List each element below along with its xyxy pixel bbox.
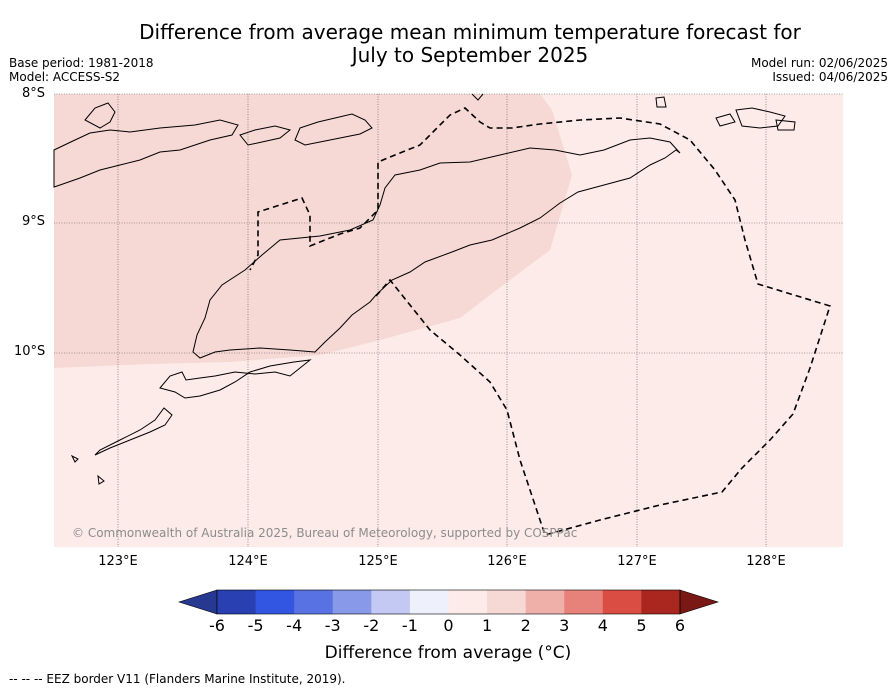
issued-text: Issued: 04/06/2025 [772, 70, 888, 84]
lat-label-9s: 9°S [22, 214, 46, 229]
colorbar-tick-label: -3 [324, 616, 341, 635]
colorbar-bin [371, 590, 411, 614]
colorbar-bin [332, 590, 372, 614]
north-tip-coastline [471, 93, 484, 101]
colorbar-tick-label: 4 [597, 616, 608, 635]
pantar-coastline [239, 125, 292, 146]
chart-title-line1: Difference from average mean minimum tem… [139, 20, 801, 44]
coastlines [53, 93, 796, 485]
chart-title-line2: July to September 2025 [351, 43, 589, 67]
eez-legend-note: -- -- -- EEZ border V11 (Flanders Marine… [9, 672, 346, 686]
colorbar-tick-label: -6 [209, 616, 225, 635]
colorbar-bin [217, 590, 257, 614]
colorbar-tick-label: 6 [674, 616, 686, 635]
lon-label-128e: 128°E [746, 554, 786, 569]
gridlines [54, 93, 843, 547]
colorbar-frame [216, 589, 681, 615]
colorbar-bin [602, 590, 642, 614]
colorbar-bin [294, 590, 334, 614]
colorbar-label: Difference from average (°C) [324, 643, 572, 663]
colorbar-tick-label: -2 [363, 616, 380, 635]
lon-label-124e: 124°E [228, 554, 268, 569]
colorbar-bin [564, 590, 604, 614]
savu-coastline [94, 407, 173, 456]
eez-border [249, 107, 832, 536]
flores-coastline [53, 119, 239, 188]
colorbar-tick-label: -5 [247, 616, 264, 635]
lat-label-8s: 8°S [22, 86, 46, 101]
rote-coastline [159, 359, 312, 399]
colorbar-bin [255, 590, 295, 614]
colorbar-tick-label: 3 [559, 616, 570, 635]
colorbar-tick-label: 0 [443, 616, 454, 635]
kisar-coastline [655, 96, 796, 131]
lon-label-123e: 123°E [98, 554, 138, 569]
islet-coastline [70, 454, 105, 485]
colorbar-extend-high [679, 589, 719, 615]
colorbar-tick-label: -1 [401, 616, 418, 635]
colorbar-tick-label: 1 [481, 616, 493, 635]
colorbar-tick-label: 5 [636, 616, 647, 635]
model-text: Model: ACCESS-S2 [9, 70, 121, 84]
colorbar-bin [409, 590, 449, 614]
copyright-text: © Commonwealth of Australia 2025, Bureau… [72, 526, 578, 540]
colorbar-extend-low [178, 589, 218, 615]
colorbar-tick-label: 2 [520, 616, 531, 635]
base-period-text: Base period: 1981-2018 [9, 56, 154, 70]
colorbar-bin [641, 590, 681, 614]
colorbar-tick-label: -4 [286, 616, 303, 635]
lembata-coastline [84, 102, 116, 129]
solor-coastline [294, 113, 373, 146]
colorbar [178, 589, 719, 615]
colorbar-bin [448, 590, 488, 614]
model-run-text: Model run: 02/06/2025 [750, 56, 888, 70]
lon-label-125e: 125°E [358, 554, 398, 569]
colorbar-bin [487, 590, 527, 614]
lat-label-10s: 10°S [14, 344, 46, 359]
timor-coastline [192, 137, 681, 359]
colorbar-bin [525, 590, 565, 614]
lon-label-127e: 127°E [617, 554, 657, 569]
lon-label-126e: 126°E [487, 554, 527, 569]
